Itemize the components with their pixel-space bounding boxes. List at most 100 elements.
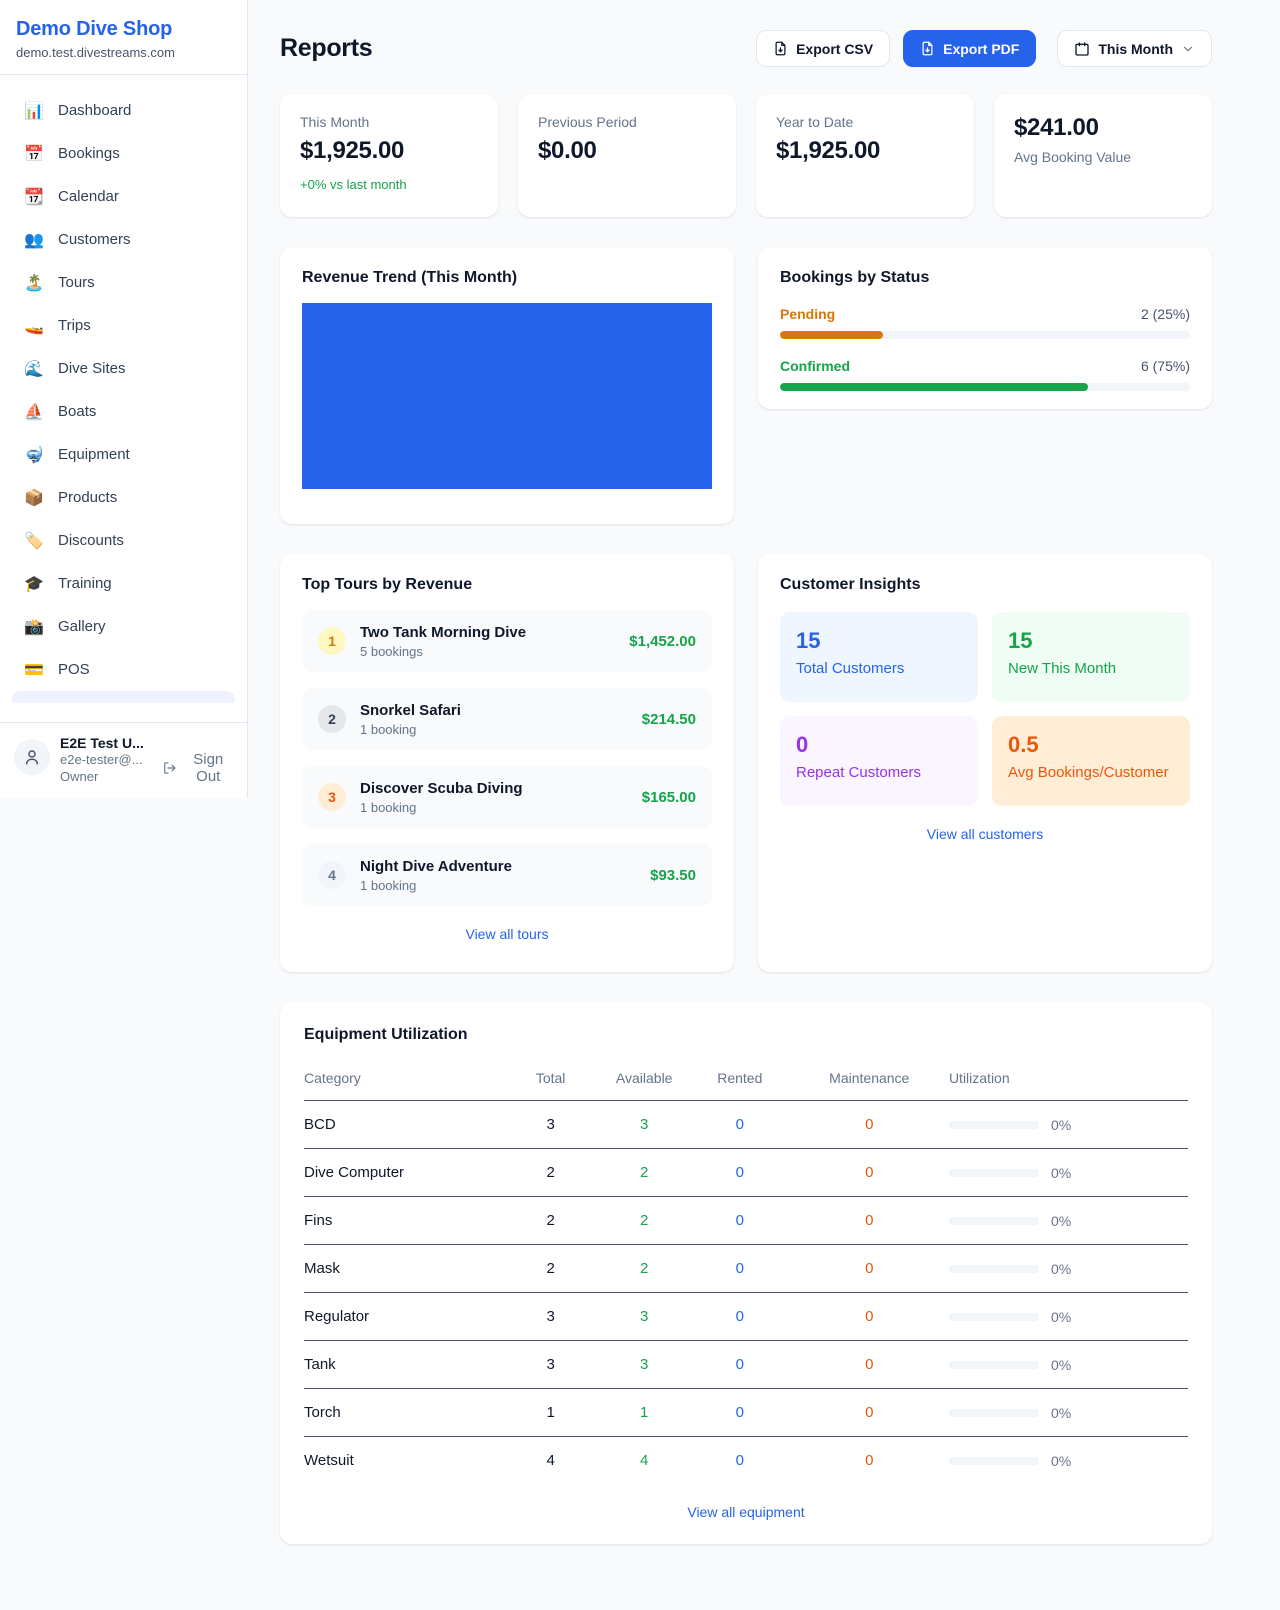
cell-utilization: 0%	[948, 1437, 1188, 1485]
equipment-table-body: BCD 3 3 0 0 0% Dive Computer 2 2 0 0 0% Fins 2 2 0 0 0% Ma…	[304, 1100, 1188, 1485]
customers-icon: 👥	[24, 231, 44, 249]
sidebar-item-calendar[interactable]: 📆 Calendar	[0, 175, 247, 218]
credit-card-icon: 💳	[24, 661, 44, 679]
dashboard-icon: 📊	[24, 102, 44, 120]
avatar	[14, 738, 50, 775]
sidebar-item-gallery[interactable]: 📸 Gallery	[0, 605, 247, 648]
cell-total: 3	[502, 1100, 599, 1149]
cell-category: Mask	[304, 1244, 503, 1293]
sidebar-item-label: Trips	[58, 317, 91, 334]
period-label: This Month	[1098, 40, 1173, 57]
cell-utilization: 0%	[948, 1100, 1188, 1149]
insight-repeat-customers: 0 Repeat Customers	[780, 716, 978, 806]
tour-revenue: $93.50	[650, 866, 696, 884]
utilization-track	[948, 1408, 1039, 1417]
cell-maintenance: 0	[789, 1340, 949, 1389]
utilization-percent: 0%	[1050, 1164, 1072, 1181]
file-download-icon	[775, 41, 786, 56]
sidebar-item-dive-sites[interactable]: 🌊 Dive Sites	[0, 347, 247, 390]
rank-badge: 3	[318, 783, 346, 811]
sidebar-item-tours[interactable]: 🏝️ Tours	[0, 261, 247, 304]
sidebar-nav: 📊 Dashboard 📅 Bookings 📆 Calendar 👥 Customer…	[0, 75, 247, 703]
cell-total: 2	[502, 1244, 599, 1293]
view-all-tours-link[interactable]: View all tours	[465, 926, 549, 942]
stat-value: $0.00	[538, 137, 597, 164]
equipment-utilization-card: Equipment Utilization Category Total Ava…	[280, 1002, 1212, 1544]
bookings-by-status-title: Bookings by Status	[780, 269, 930, 286]
sidebar-item-boats[interactable]: ⛵ Boats	[0, 390, 247, 433]
cell-rented: 0	[690, 1292, 790, 1341]
sidebar-item-trips[interactable]: 🚤 Trips	[0, 304, 247, 347]
cell-total: 1	[502, 1388, 599, 1437]
rank-badge: 1	[318, 627, 346, 655]
cell-total: 2	[502, 1148, 599, 1197]
cell-total: 2	[502, 1196, 599, 1245]
sidebar-active-item-partial[interactable]	[12, 691, 235, 703]
sidebar-item-dashboard[interactable]: 📊 Dashboard	[0, 89, 247, 132]
sign-out-button[interactable]: Sign Out	[163, 751, 233, 785]
cell-maintenance: 0	[865, 1452, 874, 1469]
insight-value: 0.5	[1008, 732, 1039, 757]
status-progress-track	[780, 383, 1190, 391]
cell-category: Fins	[304, 1196, 503, 1245]
sidebar-item-bookings[interactable]: 📅 Bookings	[0, 132, 247, 175]
dive-mask-icon: 🤿	[24, 446, 44, 464]
insight-value: 15	[1008, 628, 1033, 653]
sidebar-item-label: Products	[58, 489, 118, 506]
cell-category: BCD	[304, 1100, 503, 1149]
export-pdf-button[interactable]: Export PDF	[903, 30, 1037, 67]
sidebar-item-label: Dive Sites	[58, 360, 126, 377]
utilization-percent: 0%	[1050, 1212, 1072, 1229]
customer-insights-title: Customer Insights	[780, 576, 921, 593]
cell-maintenance: 0	[789, 1100, 949, 1149]
export-csv-button[interactable]: Export CSV	[756, 30, 891, 67]
tour-row: 2 Snorkel Safari 1 booking $214.50	[302, 688, 712, 750]
cell-available: 3	[598, 1292, 691, 1341]
insight-total-customers: 15 Total Customers	[780, 612, 978, 702]
cell-available: 2	[598, 1148, 691, 1197]
sidebar-item-training[interactable]: 🎓 Training	[0, 562, 247, 605]
sidebar-item-pos[interactable]: 💳 POS	[0, 648, 247, 691]
cell-rented: 0	[690, 1244, 790, 1293]
sidebar-header: Demo Dive Shop demo.test.divestreams.com	[0, 0, 247, 75]
sidebar-item-customers[interactable]: 👥 Customers	[0, 218, 247, 261]
utilization-percent: 0%	[1050, 1308, 1072, 1325]
table-row: Dive Computer 2 2 0 0 0%	[304, 1148, 1188, 1197]
table-row: Fins 2 2 0 0 0%	[304, 1196, 1188, 1245]
sidebar: Demo Dive Shop demo.test.divestreams.com…	[0, 0, 248, 798]
insight-avg-bookings: 0.5 Avg Bookings/Customer	[992, 716, 1190, 806]
export-pdf-label: Export PDF	[943, 40, 1020, 57]
utilization-percent: 0%	[1050, 1404, 1072, 1421]
cell-rented: 0	[690, 1340, 790, 1389]
cell-utilization: 0%	[948, 1196, 1188, 1245]
cell-rented: 0	[690, 1100, 790, 1149]
insight-value: 0	[796, 732, 809, 757]
sidebar-item-discounts[interactable]: 🏷️ Discounts	[0, 519, 247, 562]
sidebar-item-label: Customers	[58, 231, 131, 248]
cell-available: 3	[598, 1340, 691, 1389]
stat-label: Avg Booking Value	[1014, 149, 1132, 165]
sidebar-item-products[interactable]: 📦 Products	[0, 476, 247, 519]
status-row-pending: Pending 2 (25%)	[780, 306, 1190, 339]
sidebar-item-equipment[interactable]: 🤿 Equipment	[0, 433, 247, 476]
tour-revenue: $165.00	[641, 788, 696, 806]
view-all-customers-link[interactable]: View all customers	[926, 826, 1044, 842]
stat-cards: This Month $1,925.00 +0% vs last month P…	[280, 94, 1212, 217]
file-download-icon	[922, 41, 933, 56]
cell-total: 4	[546, 1452, 555, 1469]
user-email: e2e-tester@...	[60, 751, 143, 767]
column-header-maintenance: Maintenance	[789, 1062, 949, 1101]
insight-grid: 15 Total Customers 15 New This Month 0 R…	[780, 612, 1190, 806]
status-count: 6 (75%)	[1140, 358, 1190, 374]
tour-name: Two Tank Morning Dive	[360, 623, 527, 641]
column-header-utilization: Utilization	[948, 1062, 1188, 1101]
status-count: 2 (25%)	[1140, 306, 1190, 322]
utilization-percent: 0%	[1050, 1116, 1072, 1133]
tour-row: 4 Night Dive Adventure 1 booking $93.50	[302, 844, 712, 906]
customer-insights-card: Customer Insights 15 Total Customers 15 …	[758, 554, 1212, 972]
period-select[interactable]: This Month	[1057, 30, 1212, 67]
status-progress-fill	[780, 383, 1088, 391]
view-all-equipment-link[interactable]: View all equipment	[687, 1504, 805, 1520]
cell-category: Dive Computer	[304, 1148, 503, 1197]
tour-row: 1 Two Tank Morning Dive 5 bookings $1,452…	[302, 610, 712, 672]
